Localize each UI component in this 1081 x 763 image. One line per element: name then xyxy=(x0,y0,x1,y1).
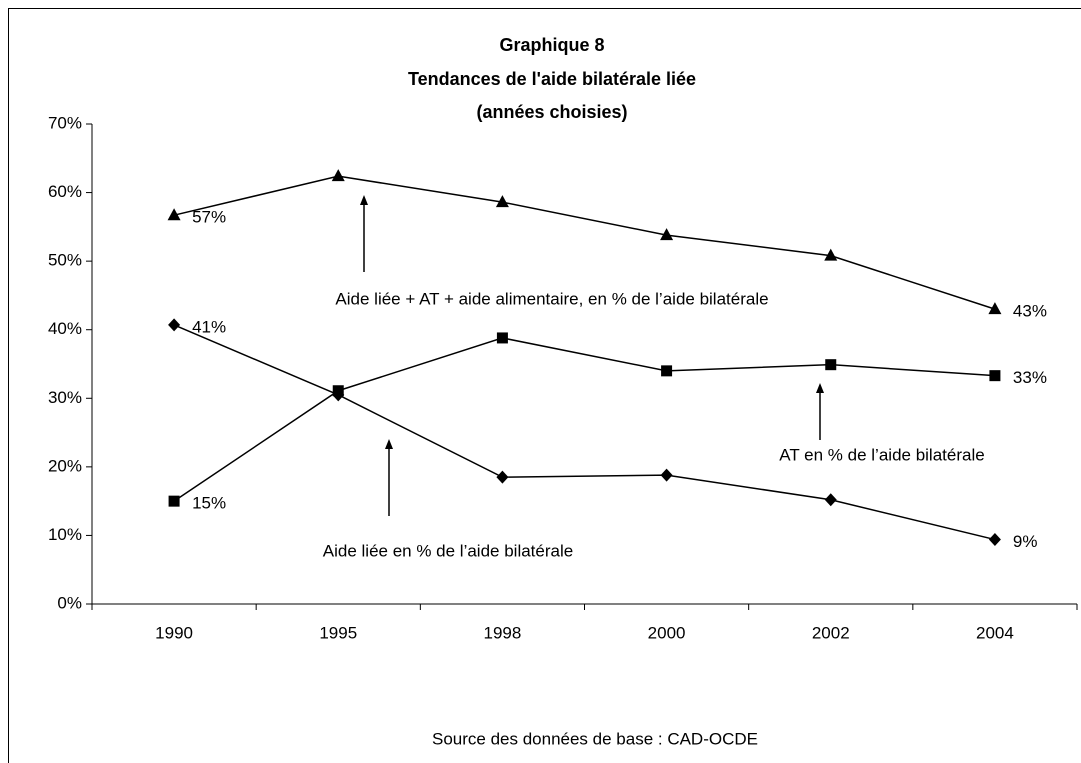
series-line xyxy=(173,324,996,541)
data-label: 43% xyxy=(1013,302,1047,321)
y-tick-label: 10% xyxy=(48,525,82,544)
series-annotation: Aide liée + AT + aide alimentaire, en % … xyxy=(335,289,768,308)
y-tick-label: 20% xyxy=(48,456,82,475)
arrow-head xyxy=(385,439,393,449)
series-annotation: AT en % de l’aide bilatérale xyxy=(779,445,984,464)
data-point xyxy=(496,470,509,484)
chart-title: (années choisies) xyxy=(476,102,627,122)
data-point xyxy=(168,495,180,507)
data-point xyxy=(495,195,509,208)
data-label: 9% xyxy=(1013,532,1038,551)
chart-frame xyxy=(8,8,1081,763)
data-point xyxy=(496,332,508,344)
x-tick-label: 2000 xyxy=(648,623,686,642)
y-tick-label: 40% xyxy=(48,319,82,338)
y-tick-label: 30% xyxy=(48,388,82,407)
data-label: 33% xyxy=(1013,368,1047,387)
x-tick-label: 2004 xyxy=(976,623,1014,642)
data-point xyxy=(660,228,674,241)
data-point xyxy=(824,248,838,261)
y-tick-label: 70% xyxy=(48,113,82,132)
data-point xyxy=(989,370,1001,382)
y-tick-label: 0% xyxy=(57,593,82,612)
x-tick-label: 2002 xyxy=(812,623,850,642)
data-label: 15% xyxy=(192,494,226,513)
data-point xyxy=(167,208,181,221)
data-point xyxy=(332,388,345,402)
data-point xyxy=(661,365,673,377)
x-tick-label: 1990 xyxy=(155,623,193,642)
chart-title: Graphique 8 xyxy=(499,35,604,55)
data-point xyxy=(825,359,837,371)
data-point xyxy=(988,302,1002,315)
data-label: 57% xyxy=(192,208,226,227)
data-point xyxy=(824,493,837,507)
y-tick-label: 60% xyxy=(48,182,82,201)
x-tick-label: 1995 xyxy=(319,623,357,642)
data-point xyxy=(660,468,673,482)
series-line xyxy=(173,175,996,310)
data-point xyxy=(331,169,345,182)
arrow-head xyxy=(360,195,368,205)
data-point xyxy=(988,533,1001,547)
y-tick-label: 50% xyxy=(48,251,82,270)
series-line xyxy=(173,337,995,502)
arrow-head xyxy=(816,383,824,393)
series-annotation: Aide liée en % de l’aide bilatérale xyxy=(323,541,573,560)
x-tick-label: 1998 xyxy=(484,623,522,642)
data-label: 41% xyxy=(192,317,226,336)
chart-title: Tendances de l'aide bilatérale liée xyxy=(408,69,696,89)
source-note: Source des données de base : CAD-OCDE xyxy=(432,729,758,748)
data-point xyxy=(168,318,181,332)
